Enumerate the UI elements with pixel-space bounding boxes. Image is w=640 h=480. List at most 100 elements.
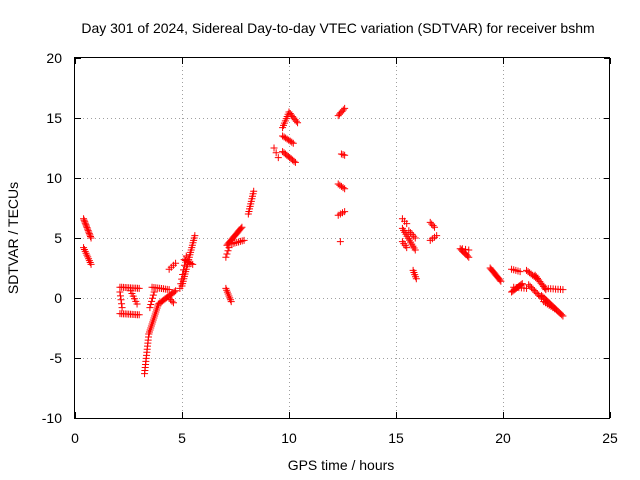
data-point (189, 260, 197, 268)
data-point (270, 144, 278, 152)
x-tick-label: 25 (602, 430, 618, 446)
data-point (529, 285, 537, 293)
y-tick-label: 10 (46, 170, 62, 186)
data-point (135, 311, 143, 319)
data-point (408, 230, 416, 238)
y-tick-label: 5 (54, 230, 62, 246)
y-axis-tick-labels: -10 -5 0 5 10 15 20 (42, 50, 62, 426)
data-point (272, 149, 280, 157)
data-point (559, 286, 567, 294)
data-point (147, 300, 155, 308)
y-tick-label: 0 (54, 290, 62, 306)
data-point (290, 157, 298, 165)
data-point (84, 227, 92, 235)
data-point (87, 234, 95, 242)
data-point (223, 250, 231, 258)
data-point (336, 238, 344, 246)
data-point (558, 311, 566, 319)
data-point (339, 151, 347, 159)
chart-title: Day 301 of 2024, Sidereal Day-to-day VTE… (81, 20, 594, 36)
data-point (426, 218, 434, 226)
data-point (523, 284, 531, 292)
data-point (165, 294, 173, 302)
data-points (80, 104, 567, 378)
data-point (148, 294, 156, 302)
data-point (518, 280, 526, 288)
data-point (168, 297, 176, 305)
data-point (150, 288, 158, 296)
y-axis-title: SDTVAR / TECUs (5, 182, 21, 294)
data-point (403, 220, 411, 228)
x-tick-label: 5 (178, 430, 186, 446)
data-point (532, 288, 540, 296)
data-point (172, 259, 180, 267)
data-point (172, 287, 180, 295)
data-point (429, 222, 437, 230)
data-point (180, 266, 188, 274)
data-point (288, 138, 296, 146)
data-point (291, 158, 299, 166)
data-point (86, 233, 94, 241)
data-point (146, 304, 154, 312)
data-point (116, 288, 124, 296)
data-point (224, 247, 232, 255)
data-point (236, 237, 244, 245)
data-point (178, 275, 186, 283)
data-point (148, 297, 156, 305)
data-point (191, 232, 199, 240)
data-point (133, 300, 141, 308)
data-point (250, 187, 258, 195)
y-tick-label: 20 (46, 50, 62, 66)
data-point (405, 227, 413, 235)
data-point (84, 225, 92, 233)
data-point (559, 312, 567, 320)
x-tick-label: 0 (71, 430, 79, 446)
data-point (235, 238, 243, 246)
data-point (82, 222, 90, 230)
data-point (462, 245, 470, 253)
data-point (530, 287, 538, 295)
data-point (337, 150, 345, 158)
data-point (535, 291, 543, 299)
data-point (341, 151, 349, 159)
data-point (411, 246, 419, 254)
data-point (412, 275, 420, 283)
data-point (85, 228, 93, 236)
data-point (240, 236, 248, 244)
data-point (82, 221, 90, 229)
data-point (526, 282, 534, 290)
data-point (341, 104, 349, 112)
data-point (525, 281, 533, 289)
data-point (149, 291, 157, 299)
data-point (169, 299, 177, 307)
data-point (533, 290, 541, 298)
data-point (410, 232, 418, 240)
data-point (428, 220, 436, 228)
data-point (528, 284, 536, 292)
data-point (86, 231, 94, 239)
data-point (118, 304, 126, 312)
x-axis-tick-labels: 0 5 10 15 20 25 (71, 430, 618, 446)
data-point (458, 245, 466, 253)
data-point (274, 154, 282, 162)
data-point (81, 218, 89, 226)
x-tick-label: 10 (281, 430, 297, 446)
data-point (227, 298, 235, 306)
data-point (406, 229, 414, 237)
data-point (294, 119, 302, 127)
data-point (83, 224, 91, 232)
y-tick-label: -10 (42, 410, 62, 426)
data-point (411, 234, 419, 242)
data-point (116, 292, 124, 300)
data-point (177, 280, 185, 288)
data-point (222, 253, 230, 261)
axis-ticks (75, 58, 611, 419)
data-point (135, 284, 143, 292)
data-point (176, 284, 184, 292)
data-point (85, 230, 93, 238)
x-tick-label: 20 (495, 430, 511, 446)
data-point (80, 216, 88, 224)
data-point (497, 277, 505, 285)
data-point (465, 246, 473, 254)
